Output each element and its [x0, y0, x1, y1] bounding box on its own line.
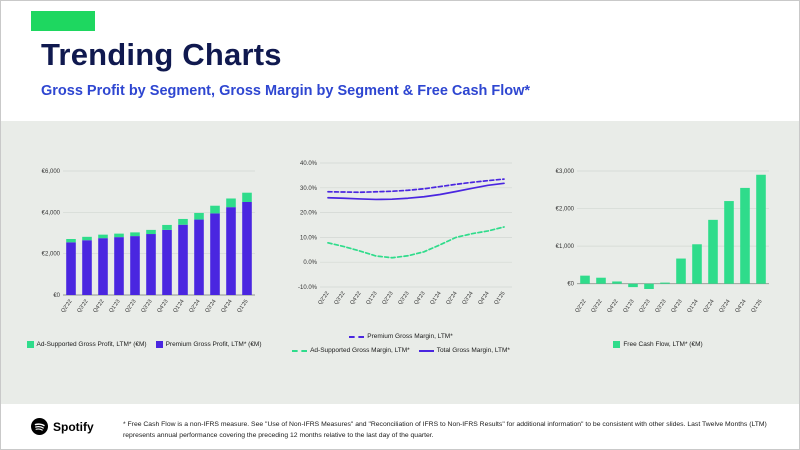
legend-item-free-cash-flow: Free Cash Flow, LTM* (€M): [613, 341, 703, 348]
svg-text:Q1'25: Q1'25: [236, 299, 249, 314]
gross-margin-chart-block: -10.0% 0.0% 10.0% 20.0% 30.0% 40.0% Q2'22 Q3'22…: [284, 151, 518, 354]
legend-label: Free Cash Flow, LTM* (€M): [623, 341, 703, 348]
svg-text:€6,000: €6,000: [42, 169, 61, 175]
svg-text:Q3'23: Q3'23: [140, 299, 153, 314]
gross-profit-by-segment-chart: €0 €2,000 €4,000 €6,000 Q2'22 Q3'22 Q4'22 Q1'23…: [42, 169, 255, 314]
svg-text:Q4'23: Q4'23: [156, 299, 169, 314]
gross-margin-legend: Premium Gross Margin, LTM* Ad-Supported …: [292, 333, 510, 354]
svg-text:-10.0%: -10.0%: [298, 285, 318, 291]
svg-text:€2,000: €2,000: [556, 207, 575, 213]
legend-item-ad-supported-gross-margin: Ad-Supported Gross Margin, LTM*: [292, 347, 410, 354]
svg-text:Q4'22: Q4'22: [349, 291, 362, 306]
svg-text:30.0%: 30.0%: [300, 186, 318, 192]
gross-profit-chart-block: €0 €2,000 €4,000 €6,000 Q2'22 Q3'22 Q4'22 Q1'23…: [26, 159, 262, 348]
free-cash-flow-chart-block: €0 €1,000 €2,000 €3,000 Q2'22 Q3'22 Q4'22 Q1'23…: [541, 159, 775, 348]
free-cash-flow-swatch-icon: [613, 341, 621, 348]
svg-text:Q3'24: Q3'24: [718, 299, 731, 314]
svg-text:Q4'22: Q4'22: [92, 299, 105, 314]
svg-text:Q3'23: Q3'23: [397, 291, 410, 306]
svg-text:Q4'24: Q4'24: [220, 299, 233, 314]
svg-text:Q3'24: Q3'24: [204, 299, 217, 314]
svg-text:Q4'22: Q4'22: [606, 299, 619, 314]
legend-label: Premium Gross Margin, LTM*: [367, 333, 453, 340]
legend-item-premium-gross-margin: Premium Gross Margin, LTM*: [349, 333, 453, 340]
total-margin-line-icon: [418, 349, 434, 352]
free-cash-flow-chart: €0 €1,000 €2,000 €3,000 Q2'22 Q3'22 Q4'22 Q1'23…: [556, 169, 769, 314]
premium-margin-line-icon: [349, 335, 365, 338]
svg-text:Q1'25: Q1'25: [750, 299, 763, 314]
gross-margin-by-segment-chart: -10.0% 0.0% 10.0% 20.0% 30.0% 40.0% Q2'22 Q3'22…: [298, 161, 512, 306]
legend-item-ad-supported-gross-profit: Ad-Supported Gross Profit, LTM* (€M): [26, 341, 147, 348]
svg-text:€0: €0: [567, 282, 574, 288]
legend-label: Ad-Supported Gross Margin, LTM*: [310, 347, 410, 354]
free-cash-flow-legend: Free Cash Flow, LTM* (€M): [613, 341, 703, 348]
svg-text:Q1'24: Q1'24: [429, 291, 442, 306]
svg-text:€3,000: €3,000: [556, 169, 575, 175]
svg-text:40.0%: 40.0%: [300, 161, 318, 167]
ad-supported-swatch-icon: [26, 341, 34, 348]
svg-text:Q1'24: Q1'24: [686, 299, 699, 314]
brand-name: Spotify: [53, 419, 94, 434]
svg-text:Q3'22: Q3'22: [590, 299, 603, 314]
svg-text:0.0%: 0.0%: [303, 260, 317, 266]
page-subtitle: Gross Profit by Segment, Gross Margin by…: [41, 83, 531, 99]
svg-text:Q4'24: Q4'24: [734, 299, 747, 314]
accent-bar: [31, 11, 95, 31]
svg-text:Q2'22: Q2'22: [60, 299, 73, 314]
svg-text:Q1'23: Q1'23: [108, 299, 121, 314]
svg-text:Q2'23: Q2'23: [638, 299, 651, 314]
svg-text:Q1'24: Q1'24: [172, 299, 185, 314]
svg-text:Q2'22: Q2'22: [317, 291, 330, 306]
svg-text:Q2'23: Q2'23: [124, 299, 137, 314]
svg-text:Q1'25: Q1'25: [493, 291, 506, 306]
spotify-logo: Spotify: [31, 418, 94, 435]
svg-text:€0: €0: [53, 293, 60, 299]
gross-profit-legend: Ad-Supported Gross Profit, LTM* (€M) Pre…: [26, 341, 262, 348]
svg-text:Q2'24: Q2'24: [445, 291, 458, 306]
charts-band: €0 €2,000 €4,000 €6,000 Q2'22 Q3'22 Q4'22 Q1'23…: [1, 121, 799, 404]
svg-text:Q2'24: Q2'24: [188, 299, 201, 314]
footnote-disclaimer: * Free Cash Flow is a non-IFRS measure. …: [123, 421, 767, 439]
svg-text:€2,000: €2,000: [42, 252, 61, 258]
svg-text:Q4'23: Q4'23: [413, 291, 426, 306]
svg-text:Q2'23: Q2'23: [381, 291, 394, 306]
legend-label: Premium Gross Profit, LTM* (€M): [165, 341, 262, 348]
legend-label: Total Gross Margin, LTM*: [436, 347, 510, 354]
svg-text:Q3'24: Q3'24: [461, 291, 474, 306]
svg-text:Q2'24: Q2'24: [702, 299, 715, 314]
ad-supported-margin-line-icon: [292, 349, 308, 352]
svg-text:Q4'23: Q4'23: [670, 299, 683, 314]
svg-text:€4,000: €4,000: [42, 210, 61, 216]
svg-text:Q3'22: Q3'22: [76, 299, 89, 314]
spotify-icon: [31, 418, 48, 435]
legend-item-premium-gross-profit: Premium Gross Profit, LTM* (€M): [155, 341, 262, 348]
legend-label: Ad-Supported Gross Profit, LTM* (€M): [36, 341, 147, 348]
svg-text:Q4'24: Q4'24: [477, 291, 490, 306]
svg-text:Q3'23: Q3'23: [654, 299, 667, 314]
svg-text:Q3'22: Q3'22: [333, 291, 346, 306]
premium-swatch-icon: [155, 341, 163, 348]
svg-text:20.0%: 20.0%: [300, 211, 318, 217]
svg-text:Q2'22: Q2'22: [574, 299, 587, 314]
svg-text:Q1'23: Q1'23: [622, 299, 635, 314]
legend-item-total-gross-margin: Total Gross Margin, LTM*: [418, 347, 510, 354]
page-title: Trending Charts: [41, 37, 282, 72]
svg-text:Q1'23: Q1'23: [365, 291, 378, 306]
svg-text:€1,000: €1,000: [556, 244, 575, 250]
svg-text:10.0%: 10.0%: [300, 235, 318, 241]
